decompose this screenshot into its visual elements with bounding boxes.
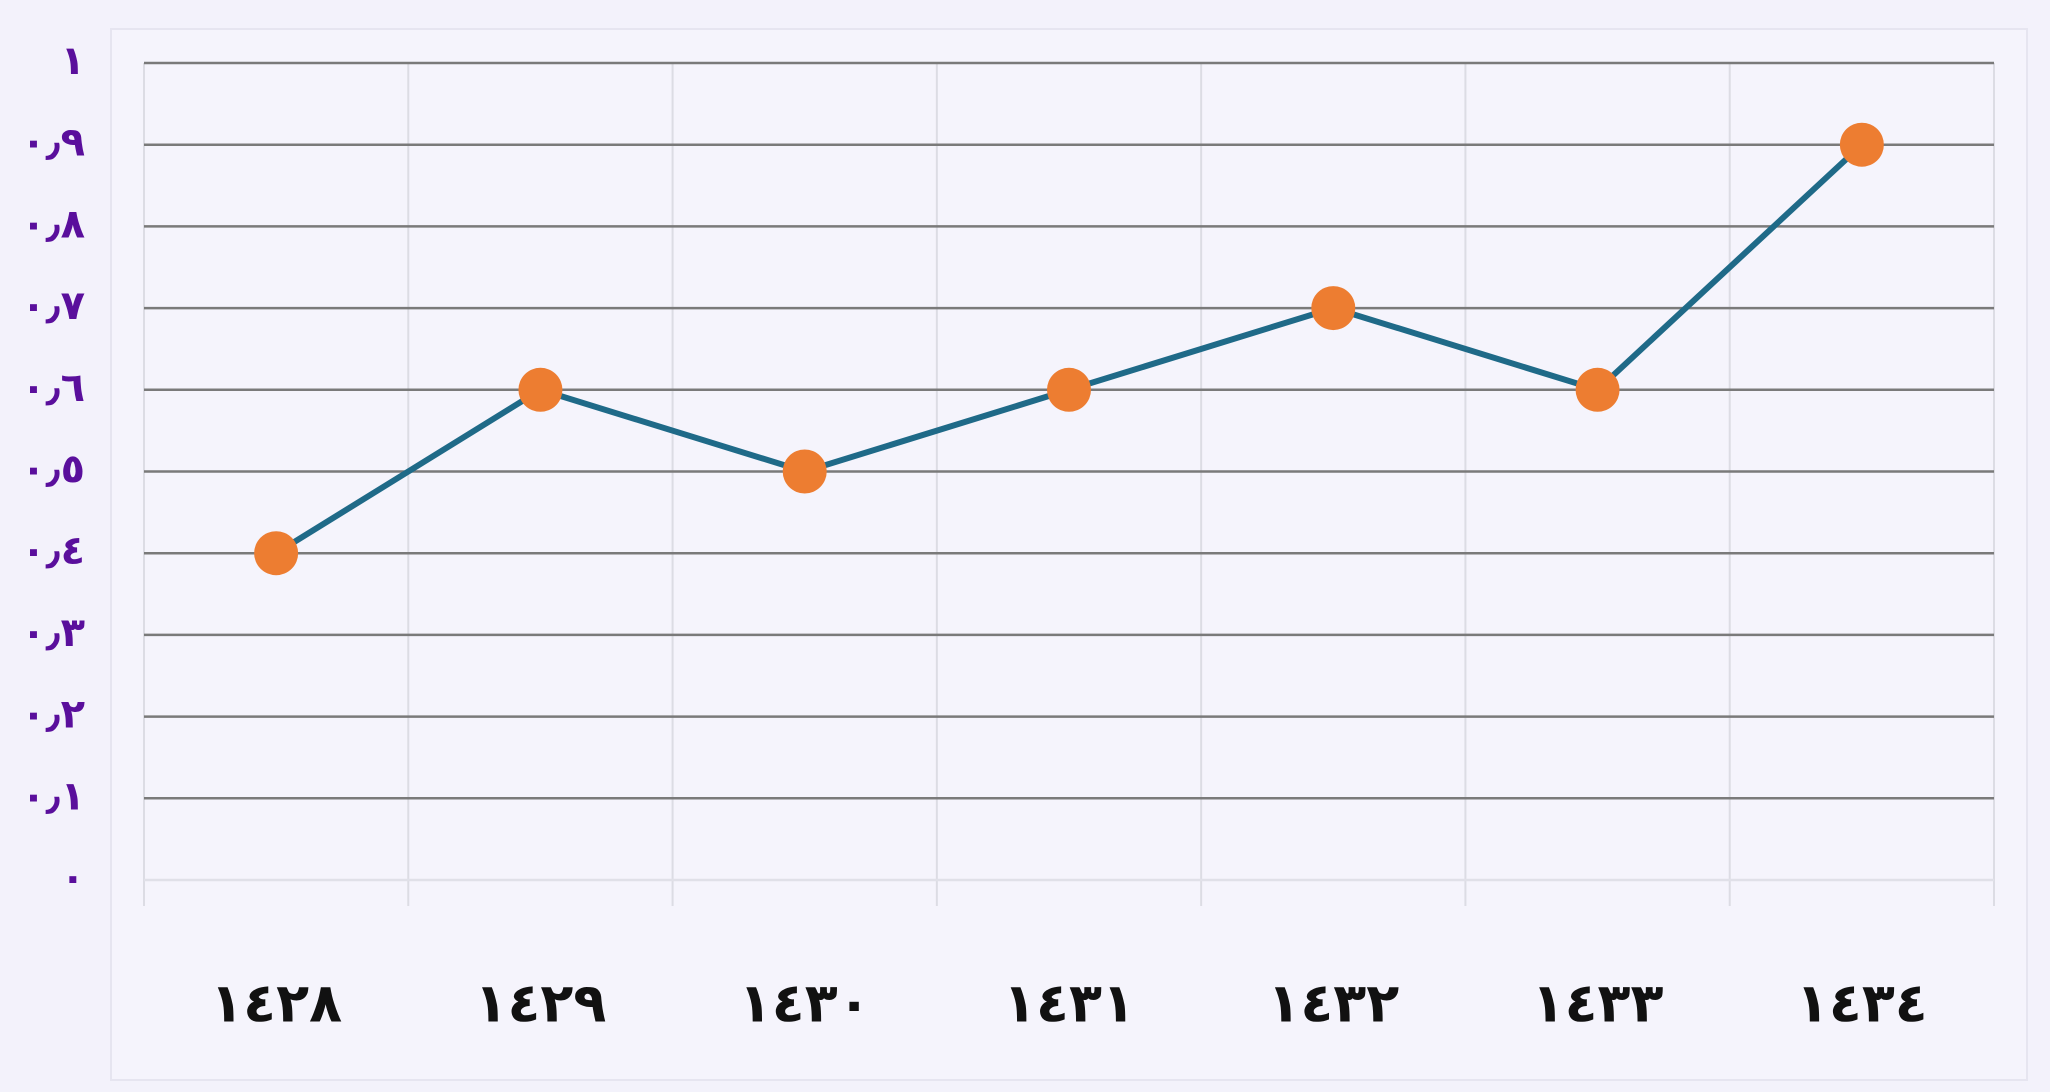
x-tick-label: ١٤٣٠ [739, 972, 871, 1035]
marker [1311, 286, 1356, 331]
y-tick-label: ٠٫٤ [21, 528, 85, 574]
y-tick-label: ٠٫١ [21, 773, 85, 819]
y-tick-label: ٠٫٨ [21, 201, 85, 247]
y-tick-label: ٠٫٢ [21, 692, 85, 738]
x-tick-label: ١٤٢٩ [475, 972, 607, 1035]
y-tick-label: ٠٫٥ [21, 447, 85, 493]
x-tick-label: ١٤٣٢ [1267, 972, 1399, 1035]
marker [1575, 367, 1620, 412]
marker [1839, 122, 1884, 167]
y-tick-label: ٠٫٣ [21, 610, 85, 656]
marker [254, 531, 299, 576]
chart-panel [110, 28, 2028, 1081]
x-tick-label: ١٤٣٣ [1532, 972, 1664, 1035]
y-tick-label: ٠٫٦ [21, 365, 85, 411]
y-tick-label: ٠٫٩ [21, 120, 85, 166]
y-tick-label: ١ [61, 38, 85, 84]
marker [1047, 367, 1091, 412]
x-tick-label: ١٤٣١ [1003, 972, 1135, 1035]
marker [782, 449, 827, 494]
y-tick-label: ٠٫٧ [21, 283, 85, 329]
x-tick-label: ١٤٣٤ [1796, 972, 1928, 1035]
marker [518, 367, 563, 412]
y-tick-label: ٠ [61, 855, 85, 901]
x-tick-label: ١٤٢٨ [210, 972, 342, 1035]
